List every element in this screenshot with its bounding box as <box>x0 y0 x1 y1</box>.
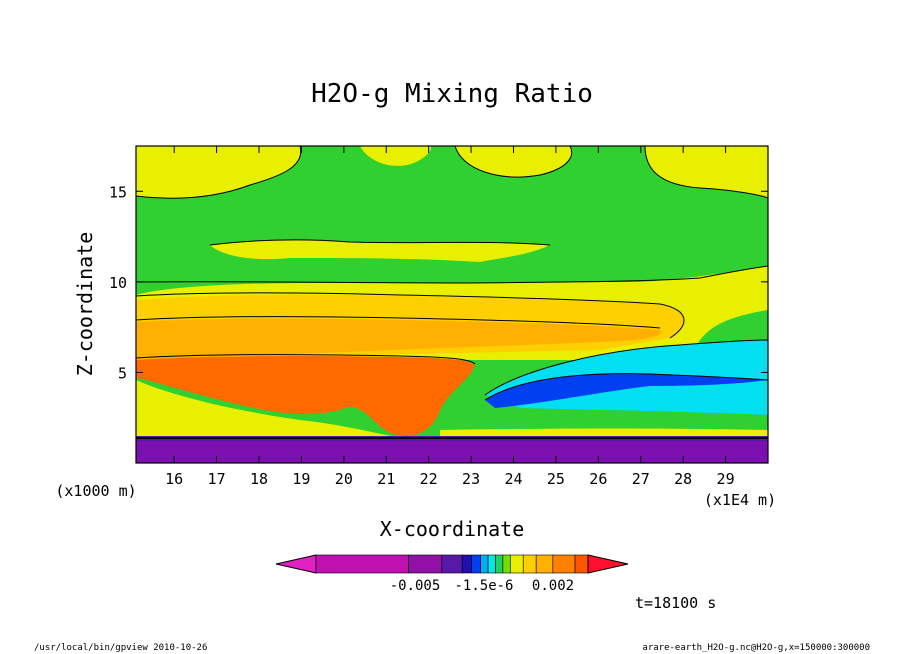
y-tick-label: 15 <box>109 183 127 201</box>
colorbar-segment <box>509 554 524 574</box>
y-tick-label: 5 <box>118 364 127 382</box>
x-unit-label: (x1000 m) <box>55 482 136 500</box>
colorbar-tick-label: 0.002 <box>532 578 574 594</box>
x-tick-label: 28 <box>674 470 692 488</box>
colorbar-ticks: -0.005 -1.5e-6 0.002 <box>390 578 574 594</box>
x-tick-label: 23 <box>462 470 480 488</box>
colorbar-arrow-low <box>275 554 317 574</box>
contour-strip <box>210 239 550 262</box>
x-tick-label: 27 <box>632 470 650 488</box>
x-tick-label: 25 <box>547 470 565 488</box>
region-lower-yellow <box>136 380 420 440</box>
x-tick-label: 26 <box>589 470 607 488</box>
region-core <box>136 356 475 436</box>
region-orange <box>136 318 661 360</box>
x-tick-label: 22 <box>420 470 438 488</box>
colorbar-segment <box>408 554 443 574</box>
x-tick-label: 18 <box>250 470 268 488</box>
colorbar-segment <box>315 554 409 574</box>
colorbar-arrow-high <box>587 554 629 574</box>
colorbar-tick-label: -1.5e-6 <box>454 578 513 594</box>
colorbar-segment <box>522 554 537 574</box>
y-axis: 5 10 15 <box>109 183 768 382</box>
region-blue-core <box>485 373 768 408</box>
colorbar-segment <box>552 554 576 574</box>
contour-top-mid <box>360 146 431 166</box>
colorbar-segment <box>441 554 463 574</box>
plot-frame <box>135 145 769 464</box>
colorbar-tick-label: -0.005 <box>390 578 441 594</box>
x-tick-label: 24 <box>504 470 522 488</box>
region-lower-layer <box>136 440 768 463</box>
x-tick-label: 29 <box>717 470 735 488</box>
colorbar-segment <box>535 554 554 574</box>
contour-lines <box>136 146 768 439</box>
x-axis: 16 17 18 19 20 21 22 23 24 25 26 27 28 29 <box>165 146 735 488</box>
chart-title: H2O-g Mixing Ratio <box>311 79 593 109</box>
colorbar-segment <box>495 554 504 574</box>
x-tick-label: 21 <box>377 470 395 488</box>
colorbar-segment <box>480 554 489 574</box>
footer-left: /usr/local/bin/gpview 2010-10-26 <box>34 643 207 653</box>
x-axis-label: X-coordinate <box>380 517 525 541</box>
colorbar-segment <box>461 554 472 574</box>
contour-top-right <box>645 146 768 198</box>
colorbar-segment <box>487 554 496 574</box>
footer-right: arare-earth_H2O-g.nc@H2O-g,x=150000:3000… <box>642 643 870 653</box>
time-label: t=18100 s <box>635 594 716 612</box>
x-tick-label: 19 <box>292 470 310 488</box>
x-tick-label: 16 <box>165 470 183 488</box>
x-tick-label: 20 <box>335 470 353 488</box>
colorbar-segment <box>502 554 511 574</box>
colorbar <box>275 554 629 574</box>
y-tick-label: 10 <box>109 274 127 292</box>
x-tick-label: 17 <box>208 470 226 488</box>
x-scale-label: (x1E4 m) <box>704 491 776 509</box>
colorbar-segment <box>471 554 481 574</box>
colorbar-segment <box>574 554 589 574</box>
heatmap-field <box>136 146 768 463</box>
y-axis-label: Z-coordinate <box>73 232 97 377</box>
contour-top-mid2 <box>455 146 572 177</box>
contour-top-left <box>136 146 301 199</box>
region-green-lower <box>480 410 768 432</box>
